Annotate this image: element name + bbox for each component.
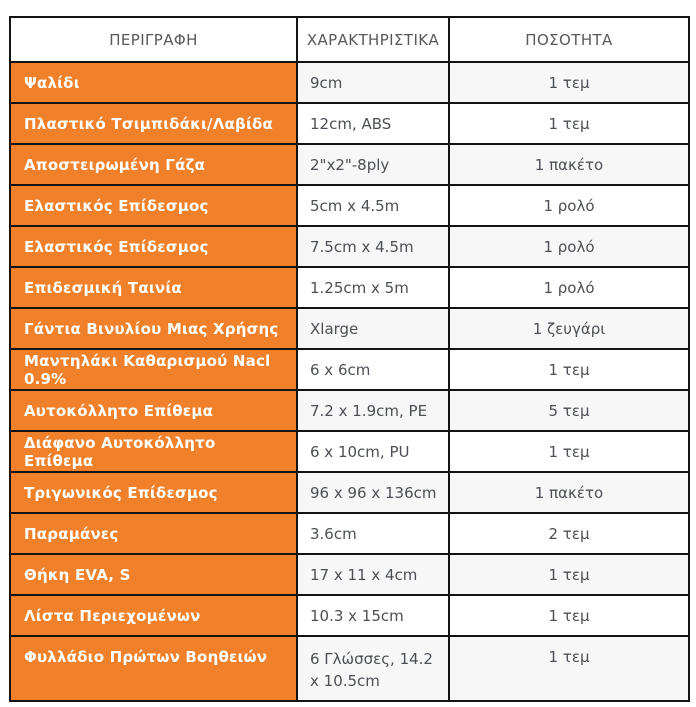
description-cell: Διάφανο Αυτοκόλλητο Επίθεμα xyxy=(9,430,298,473)
description-cell: Θήκη EVA, S xyxy=(9,553,298,596)
quantity-cell: 1 ρολό xyxy=(448,184,690,227)
quantity-cell: 1 ζευγάρι xyxy=(448,307,690,350)
quantity-cell: 1 τεμ xyxy=(448,594,690,637)
table-body: Ψαλίδι 9cm 1 τεμ Πλαστικό Τσιμπιδάκι/Λαβίδα… xyxy=(9,61,690,702)
description-cell: Τριγωνικός Επίδεσμος xyxy=(9,471,298,514)
table-row: Επιδεσμική Ταινία 1.25cm x 5m 1 ρολό xyxy=(9,266,690,309)
column-header-quantity: ΠΟΣΟΤΗΤΑ xyxy=(448,16,690,63)
characteristics-cell: 6 x 10cm, PU xyxy=(296,430,450,473)
quantity-cell: 1 πακέτο xyxy=(448,471,690,514)
quantity-cell: 1 τεμ xyxy=(448,348,690,391)
quantity-cell: 2 τεμ xyxy=(448,512,690,555)
characteristics-cell: 7.5cm x 4.5m xyxy=(296,225,450,268)
quantity-cell: 1 τεμ xyxy=(448,553,690,596)
column-header-description: ΠΕΡΙΓΡΑΦΗ xyxy=(9,16,298,63)
description-cell: Ελαστικός Επίδεσμος xyxy=(9,184,298,227)
contents-table: ΠΕΡΙΓΡΑΦΗ ΧΑΡΑΚΤΗΡΙΣΤΙΚΑ ΠΟΣΟΤΗΤΑ Ψαλίδι… xyxy=(9,16,690,702)
quantity-cell: 1 τεμ xyxy=(448,430,690,473)
table-row: Ψαλίδι 9cm 1 τεμ xyxy=(9,61,690,104)
table-row: Διάφανο Αυτοκόλλητο Επίθεμα 6 x 10cm, PU 1… xyxy=(9,430,690,473)
table-row: Μαντηλάκι Καθαρισμού Nacl 0.9% 6 x 6cm 1 τ… xyxy=(9,348,690,391)
quantity-cell: 1 τεμ xyxy=(448,635,690,702)
characteristics-cell: 17 x 11 x 4cm xyxy=(296,553,450,596)
quantity-cell: 1 ρολό xyxy=(448,225,690,268)
table-row: Πλαστικό Τσιμπιδάκι/Λαβίδα 12cm, ABS 1 τεμ xyxy=(9,102,690,145)
characteristics-cell: 96 x 96 x 136cm xyxy=(296,471,450,514)
description-cell: Παραμάνες xyxy=(9,512,298,555)
table-row: Αυτοκόλλητο Επίθεμα 7.2 x 1.9cm, PE 5 τεμ xyxy=(9,389,690,432)
table-row: Λίστα Περιεχομένων 10.3 x 15cm 1 τεμ xyxy=(9,594,690,637)
description-cell: Επιδεσμική Ταινία xyxy=(9,266,298,309)
characteristics-cell: 3.6cm xyxy=(296,512,450,555)
characteristics-cell: 9cm xyxy=(296,61,450,104)
characteristics-cell: 5cm x 4.5m xyxy=(296,184,450,227)
quantity-cell: 5 τεμ xyxy=(448,389,690,432)
table-row: Γάντια Βινυλίου Μιας Χρήσης Xlarge 1 ζευγά… xyxy=(9,307,690,350)
description-cell: Αποστειρωμένη Γάζα xyxy=(9,143,298,186)
table-row: Τριγωνικός Επίδεσμος 96 x 96 x 136cm 1 πακ… xyxy=(9,471,690,514)
quantity-cell: 1 πακέτο xyxy=(448,143,690,186)
characteristics-cell: 6 x 6cm xyxy=(296,348,450,391)
quantity-cell: 1 τεμ xyxy=(448,61,690,104)
description-cell: Αυτοκόλλητο Επίθεμα xyxy=(9,389,298,432)
description-cell: Ελαστικός Επίδεσμος xyxy=(9,225,298,268)
header-row: ΠΕΡΙΓΡΑΦΗ ΧΑΡΑΚΤΗΡΙΣΤΙΚΑ ΠΟΣΟΤΗΤΑ xyxy=(9,16,690,63)
characteristics-cell: 12cm, ABS xyxy=(296,102,450,145)
quantity-cell: 1 ρολό xyxy=(448,266,690,309)
characteristics-cell: Xlarge xyxy=(296,307,450,350)
column-header-characteristics: ΧΑΡΑΚΤΗΡΙΣΤΙΚΑ xyxy=(296,16,450,63)
table-row: Ελαστικός Επίδεσμος 7.5cm x 4.5m 1 ρολό xyxy=(9,225,690,268)
characteristics-cell: 2"x2"-8ply xyxy=(296,143,450,186)
table-row: Παραμάνες 3.6cm 2 τεμ xyxy=(9,512,690,555)
description-cell: Γάντια Βινυλίου Μιας Χρήσης xyxy=(9,307,298,350)
characteristics-cell: 1.25cm x 5m xyxy=(296,266,450,309)
quantity-cell: 1 τεμ xyxy=(448,102,690,145)
description-cell: Ψαλίδι xyxy=(9,61,298,104)
description-cell: Μαντηλάκι Καθαρισμού Nacl 0.9% xyxy=(9,348,298,391)
characteristics-cell: 7.2 x 1.9cm, PE xyxy=(296,389,450,432)
characteristics-cell: 6 Γλώσσες, 14.2 x 10.5cm xyxy=(296,635,450,702)
characteristics-cell: 10.3 x 15cm xyxy=(296,594,450,637)
table-row: Αποστειρωμένη Γάζα 2"x2"-8ply 1 πακέτο xyxy=(9,143,690,186)
description-cell: Φυλλάδιο Πρώτων Βοηθειών xyxy=(9,635,298,702)
table-row: Ελαστικός Επίδεσμος 5cm x 4.5m 1 ρολό xyxy=(9,184,690,227)
description-cell: Πλαστικό Τσιμπιδάκι/Λαβίδα xyxy=(9,102,298,145)
table-row: Θήκη EVA, S 17 x 11 x 4cm 1 τεμ xyxy=(9,553,690,596)
table-header: ΠΕΡΙΓΡΑΦΗ ΧΑΡΑΚΤΗΡΙΣΤΙΚΑ ΠΟΣΟΤΗΤΑ xyxy=(9,16,690,63)
description-cell: Λίστα Περιεχομένων xyxy=(9,594,298,637)
table-row: Φυλλάδιο Πρώτων Βοηθειών 6 Γλώσσες, 14.2 … xyxy=(9,635,690,702)
